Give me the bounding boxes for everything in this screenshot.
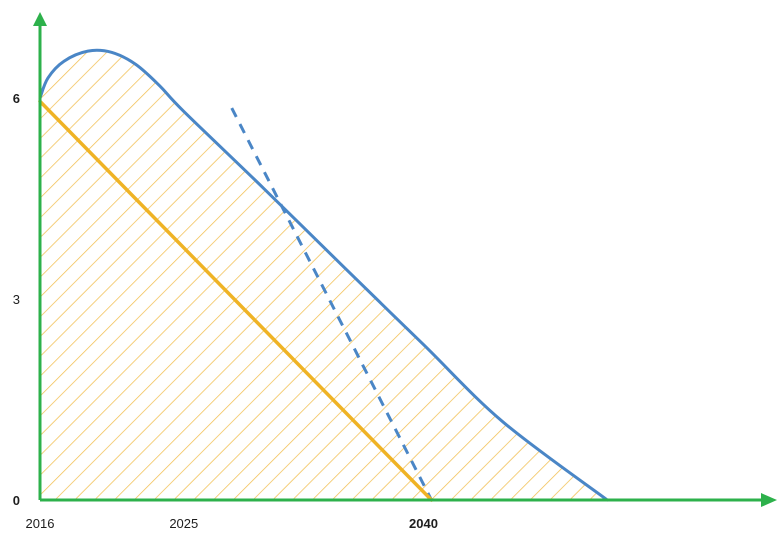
x-axis-arrow-icon — [761, 493, 777, 507]
y-tick-label: 3 — [13, 292, 20, 307]
x-tick-label: 2025 — [169, 516, 198, 531]
y-tick-label: 6 — [13, 91, 20, 106]
x-tick-label: 2016 — [26, 516, 55, 531]
y-tick-label: 0 — [13, 493, 20, 508]
y-axis-arrow-icon — [33, 12, 47, 26]
series-line-orange — [38, 99, 434, 502]
hatched-area — [40, 50, 608, 500]
x-tick-label: 2040 — [409, 516, 438, 531]
series-line-dashed — [230, 107, 433, 501]
series-line-outer-curve — [38, 48, 609, 502]
